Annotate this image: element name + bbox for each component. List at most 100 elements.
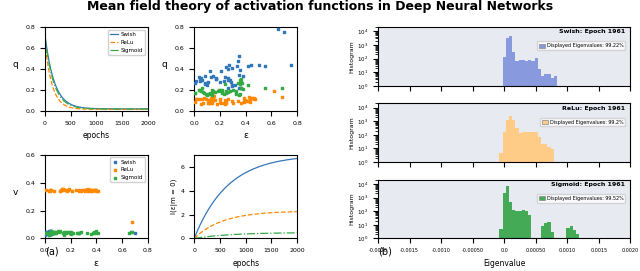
Bar [506,186,509,271]
X-axis label: epochs: epochs [83,131,110,140]
Bar [502,57,506,271]
Point [228,88,238,93]
Point [212,102,222,106]
X-axis label: ε: ε [94,259,99,268]
Sigmoid [67,231,77,235]
Point [223,76,234,80]
ReLu [87,189,97,193]
Point [223,67,233,71]
ReLu [45,189,55,193]
Bar [544,223,547,271]
Swish [45,230,55,234]
Sigmoid [127,230,138,234]
Point [201,92,211,96]
Sigmoid [91,107,99,111]
Point [236,80,246,84]
Sigmoid [90,231,100,235]
Point [204,92,214,96]
ReLu [40,188,51,192]
Sigmoid [50,230,60,234]
Sigmoid [74,231,84,235]
Swish [46,229,56,234]
Bar [550,149,554,271]
Point [233,59,243,63]
Point [220,98,230,102]
Swish [44,231,54,235]
Point [224,78,234,82]
X-axis label: Eigenvalue: Eigenvalue [483,259,525,268]
Point [214,97,225,102]
Bar [518,211,522,271]
Point [226,80,236,84]
Sigmoid [49,230,60,234]
Point [213,89,223,93]
ReLu [93,189,104,193]
Sigmoid [47,231,57,235]
ReLu [41,188,51,192]
Line: Sigmoid: Sigmoid [45,36,148,109]
Sigmoid [58,231,68,235]
Point [203,79,213,84]
ReLu [61,188,71,192]
ReLu [90,188,100,192]
Point [253,63,264,67]
Sigmoid [88,231,99,235]
Point [244,95,255,100]
Sigmoid [47,230,58,234]
Point [203,98,213,102]
ReLu [85,188,95,193]
Sigmoid [65,231,75,235]
Point [220,82,230,86]
Point [200,74,210,78]
Y-axis label: I(ε|m = 0): I(ε|m = 0) [171,179,178,214]
ReLu [83,188,93,192]
ReLu [45,188,56,193]
Sigmoid [51,231,61,235]
Bar [509,202,512,271]
Legend: Displayed Eigenvalues: 99.52%: Displayed Eigenvalues: 99.52% [537,194,625,203]
Y-axis label: v: v [13,188,18,196]
ReLu [70,188,81,192]
Point [279,30,289,34]
ReLu [55,189,65,193]
Point [207,98,217,103]
Point [223,63,234,67]
Point [234,73,244,78]
Y-axis label: q: q [13,60,19,69]
Sigmoid [44,233,54,237]
Point [244,100,255,104]
Bar [538,137,541,271]
Point [208,89,218,93]
Bar [547,222,550,271]
Point [198,90,208,94]
Bar [544,74,547,271]
Bar [525,61,528,271]
ReLu [83,188,93,192]
Point [232,99,243,104]
Swish [130,231,140,235]
Swish [41,231,51,235]
Point [223,97,233,101]
Bar [512,52,515,271]
Sigmoid [61,230,72,234]
Legend: Swish, ReLu, Sigmoid: Swish, ReLu, Sigmoid [111,157,145,182]
ReLu [67,189,77,193]
Point [216,89,227,93]
Point [246,96,257,100]
Point [203,98,213,102]
Point [236,77,246,82]
Bar [525,132,528,271]
Legend: Displayed Eigenvalues: 99.22%: Displayed Eigenvalues: 99.22% [537,41,625,50]
Point [209,98,219,102]
Sigmoid [76,230,86,234]
ReLu [44,188,54,193]
Point [247,96,257,100]
Swish [42,231,52,235]
Text: Sigmoid: Epoch 1961: Sigmoid: Epoch 1961 [551,182,625,187]
Sigmoid [44,231,54,235]
Swish [122,107,130,111]
ReLu [77,188,88,192]
Point [207,88,218,92]
Point [192,97,202,101]
Sigmoid [46,67,54,71]
